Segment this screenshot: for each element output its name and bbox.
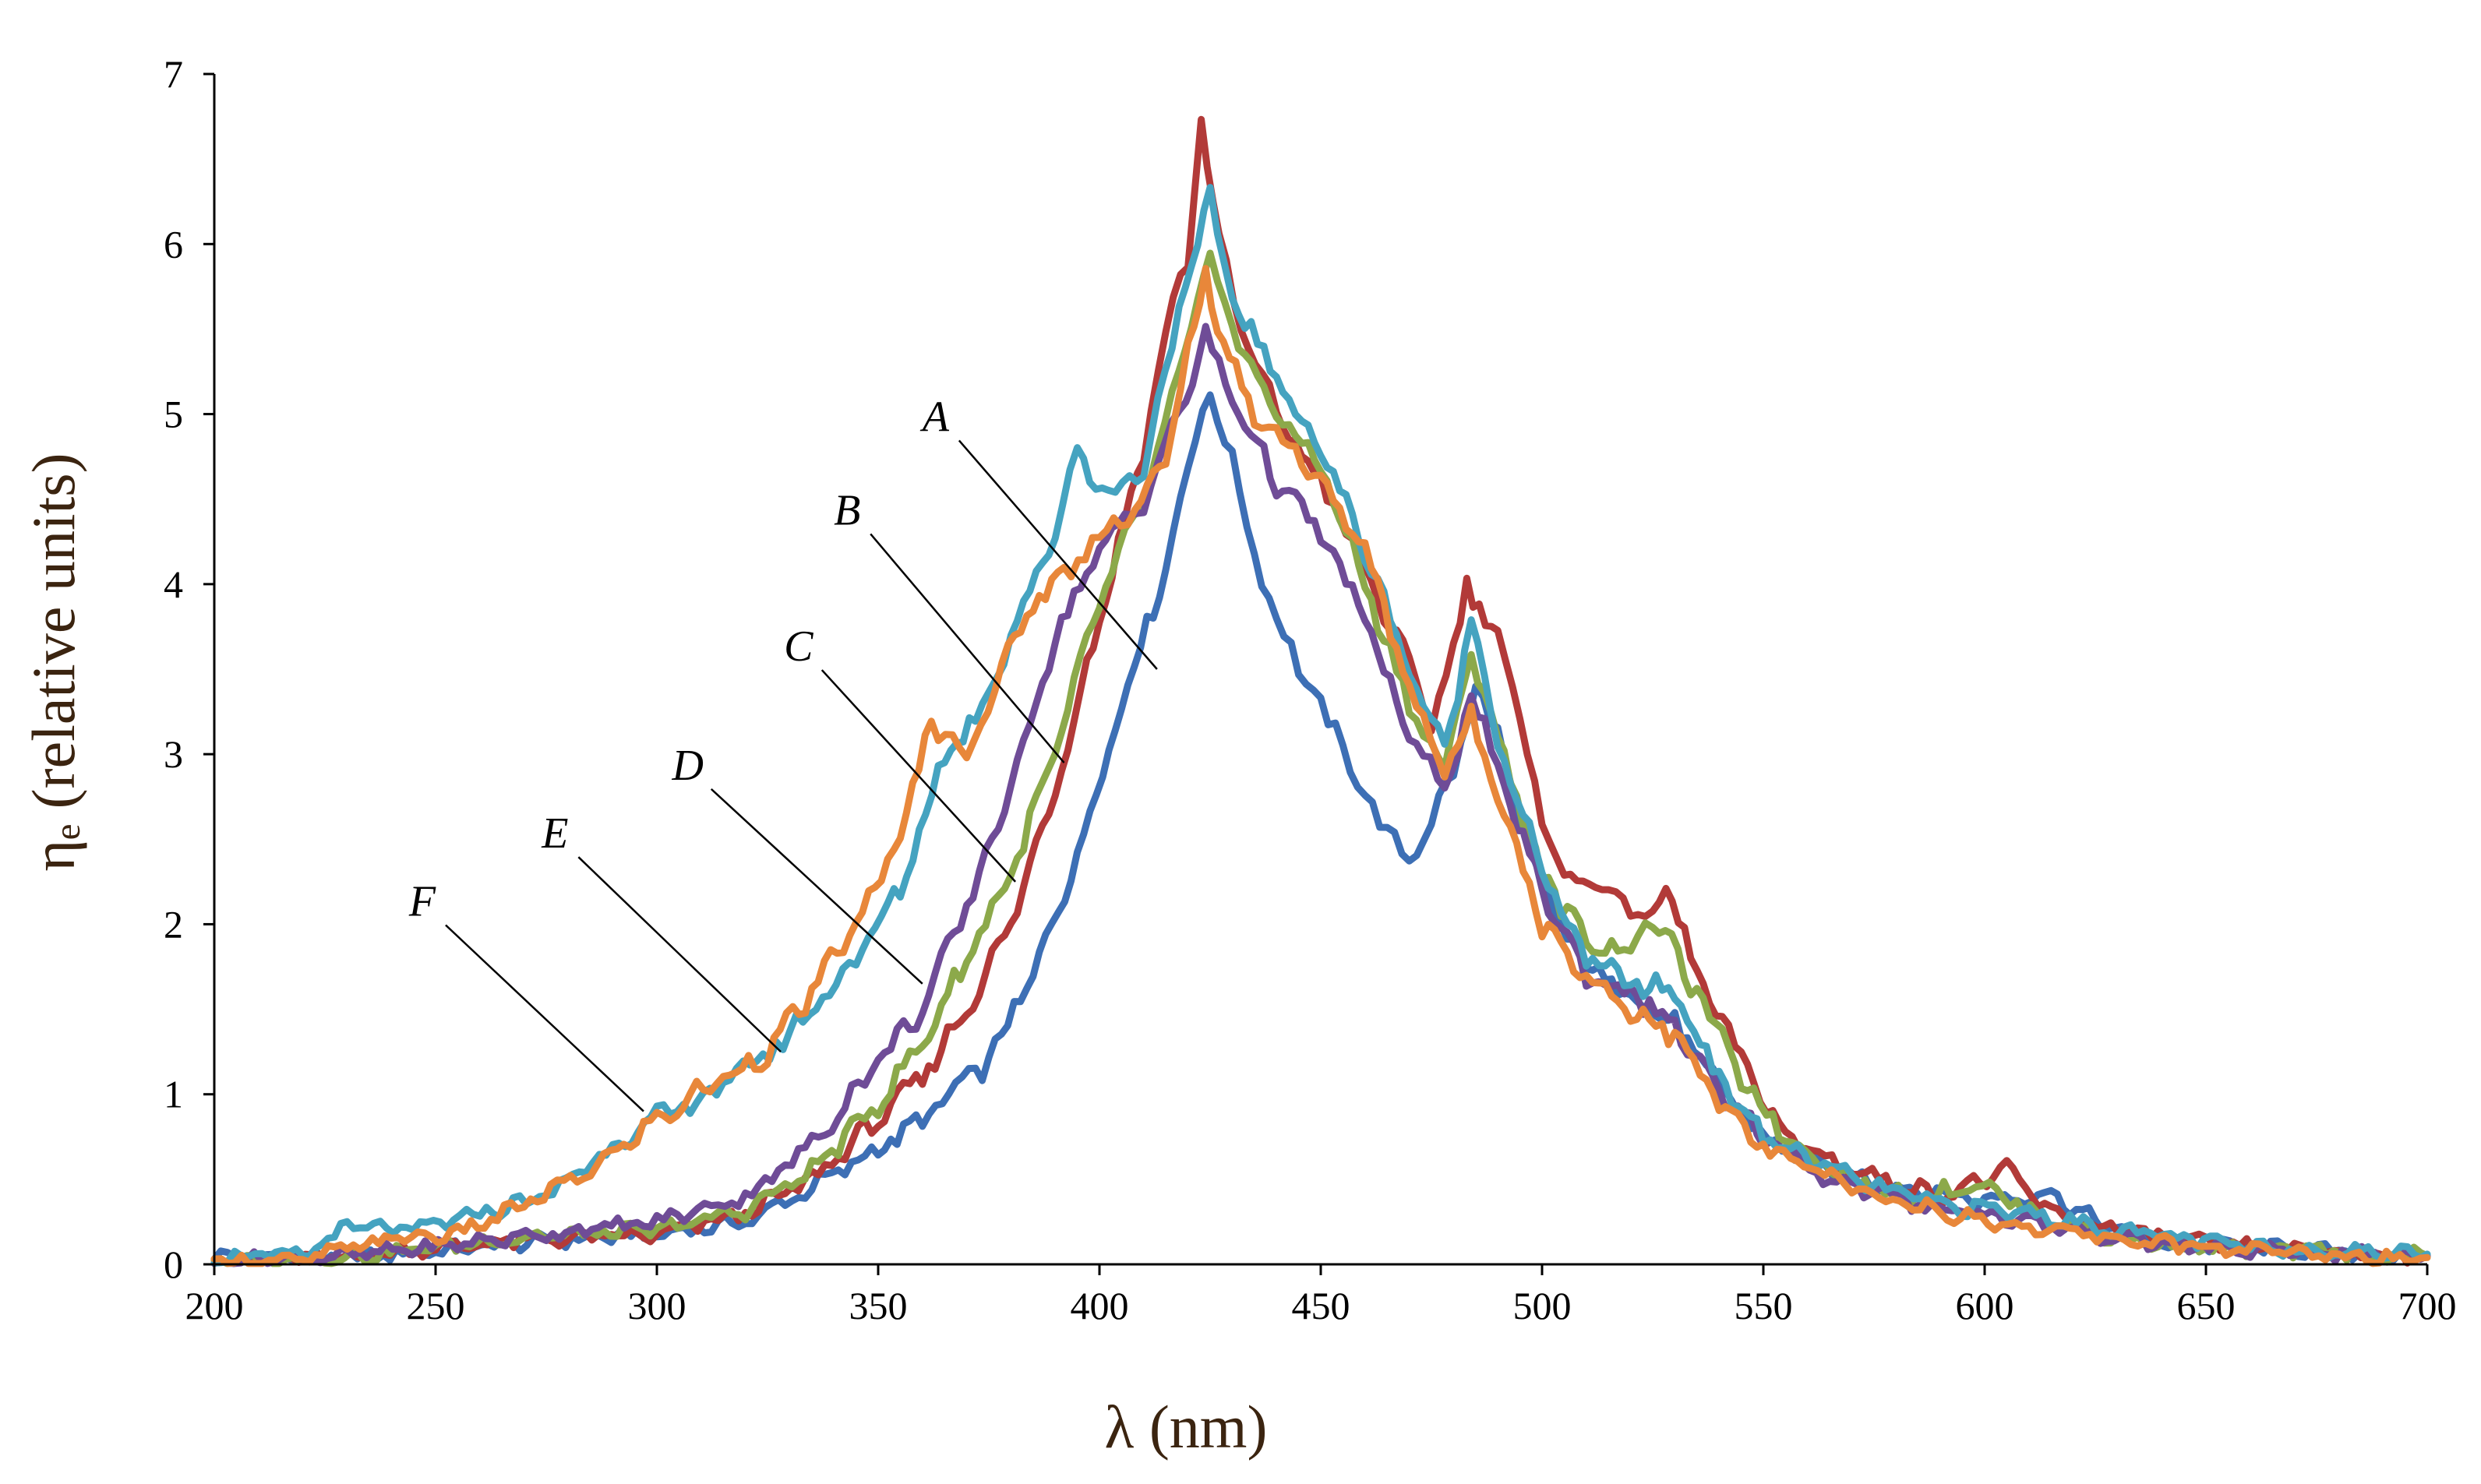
- y-tick-label: 3: [164, 732, 183, 776]
- y-tick-label: 4: [164, 562, 183, 606]
- y-tick-label: 5: [164, 393, 183, 436]
- callout-e-label: E: [541, 809, 568, 858]
- y-tick-label: 2: [164, 902, 183, 946]
- x-tick-label: 700: [2398, 1284, 2457, 1327]
- x-tick-label: 300: [628, 1284, 686, 1327]
- x-tick-label: 400: [1071, 1284, 1129, 1327]
- series-layer: [210, 115, 2431, 1267]
- callout-b-label: B: [834, 486, 860, 534]
- series-f-line: [210, 265, 2431, 1267]
- x-tick-label: 350: [849, 1284, 908, 1327]
- callout-e-leader: [577, 856, 782, 1053]
- axes: 200 250 300 350 400 450 500 550 600 650 700 0 1 2 3 4 5 6…: [164, 52, 2457, 1327]
- callout-f-leader: [445, 924, 644, 1112]
- callout-a-leader: [958, 439, 1158, 670]
- x-tick-label: 450: [1292, 1284, 1350, 1327]
- callout-c-leader: [821, 669, 1017, 883]
- series-c-line: [210, 249, 2431, 1267]
- callout-d-leader: [710, 788, 923, 985]
- callout-a-label: A: [919, 393, 950, 441]
- callout-b-leader: [870, 533, 1065, 763]
- x-axis-title: λ (nm): [1105, 1393, 1268, 1461]
- x-tick-label: 200: [185, 1284, 244, 1327]
- y-tick-label: 1: [164, 1073, 183, 1116]
- series-b-line: [210, 115, 2431, 1267]
- x-tick-label: 550: [1735, 1284, 1793, 1327]
- x-tick-label: 250: [407, 1284, 465, 1327]
- curve-callouts: A B C D E F: [408, 393, 1158, 1112]
- x-tick-label: 650: [2177, 1284, 2236, 1327]
- callout-f-label: F: [408, 878, 436, 926]
- x-tick-label: 500: [1513, 1284, 1572, 1327]
- y-axis-title: ηₑ (relative units): [19, 453, 87, 871]
- y-tick-label: 7: [164, 52, 183, 96]
- x-tick-label: 600: [1956, 1284, 2014, 1327]
- y-tick-label: 6: [164, 222, 183, 266]
- callout-d-label: D: [672, 742, 704, 790]
- callout-c-label: C: [784, 622, 813, 671]
- y-tick-label: 0: [164, 1243, 183, 1286]
- series-e-line: [210, 184, 2431, 1267]
